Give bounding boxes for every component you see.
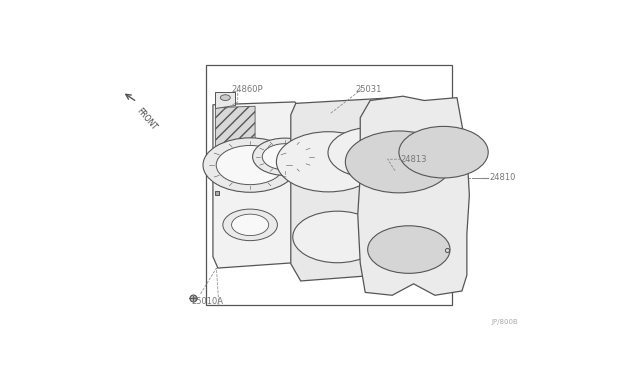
Polygon shape <box>291 97 400 281</box>
Text: 24810: 24810 <box>489 173 516 182</box>
Circle shape <box>346 131 452 193</box>
Circle shape <box>367 226 450 273</box>
Circle shape <box>276 132 381 192</box>
Circle shape <box>216 145 284 185</box>
Text: 25010A: 25010A <box>191 296 223 305</box>
Text: 24860P: 24860P <box>231 84 263 93</box>
Circle shape <box>223 209 277 241</box>
Text: 25031: 25031 <box>355 84 381 93</box>
Circle shape <box>253 138 317 175</box>
Text: FRONT: FRONT <box>135 106 159 132</box>
Polygon shape <box>358 96 469 295</box>
Polygon shape <box>213 102 300 268</box>
Polygon shape <box>216 92 236 108</box>
Circle shape <box>220 95 230 100</box>
Circle shape <box>328 128 415 178</box>
Circle shape <box>232 214 269 235</box>
Circle shape <box>262 144 307 170</box>
Text: 24813: 24813 <box>400 155 426 164</box>
Text: JP/800B: JP/800B <box>492 320 518 326</box>
Circle shape <box>399 126 488 178</box>
Circle shape <box>292 211 382 263</box>
Polygon shape <box>216 106 255 155</box>
Circle shape <box>203 138 297 192</box>
Bar <box>207 65 452 305</box>
